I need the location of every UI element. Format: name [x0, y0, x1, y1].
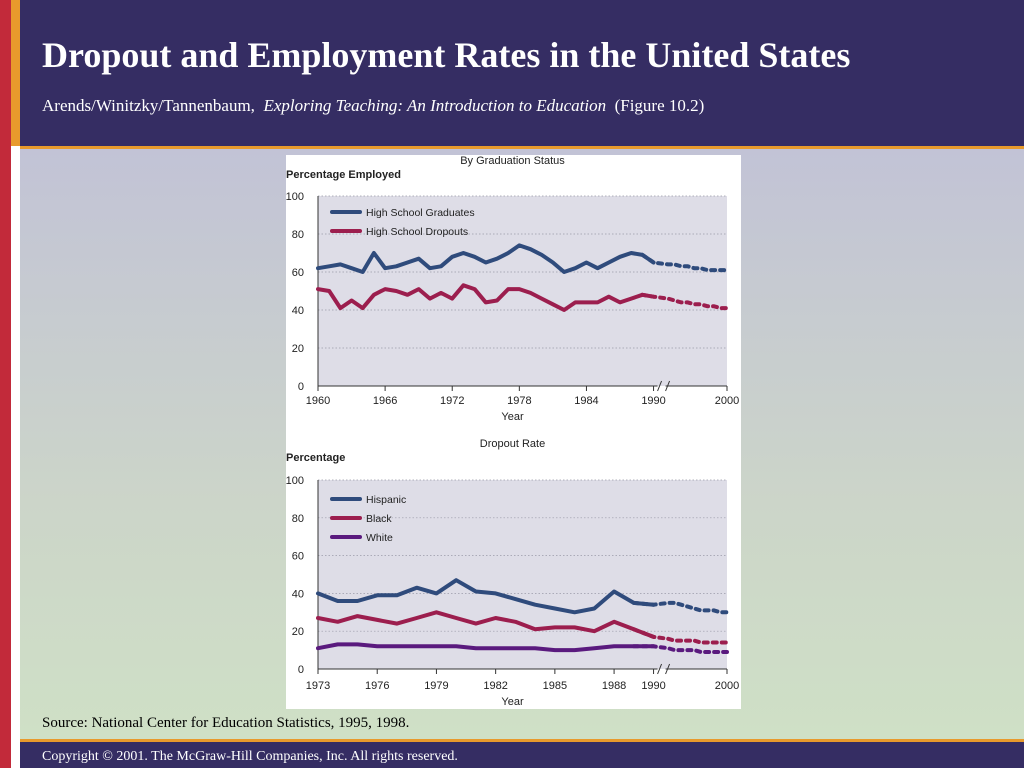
chart2-series-2-line: [316, 610, 656, 639]
chart2-series-3-projection: [631, 644, 729, 654]
chart2-legend-label-1: Hispanic: [366, 494, 406, 506]
chart1-y-tick-label: 100: [286, 191, 304, 203]
chart2-legend-label-2: Black: [366, 513, 392, 525]
chart2-y-tick-label: 20: [292, 626, 304, 638]
subtitle-book: Exploring Teaching: An Introduction to E…: [263, 96, 607, 115]
chart1-y-tick-label: 20: [292, 343, 304, 355]
chart1-y-tick-label: 0: [298, 381, 304, 393]
chart2-y-tick-label: 0: [298, 664, 304, 676]
chart1-y-tick-label: 80: [292, 229, 304, 241]
chart1-x-tick-label: 1972: [440, 395, 464, 407]
chart2-y-axis-label: Percentage: [286, 452, 345, 464]
chart2-axis-break: [657, 663, 671, 675]
chart2-x-tick-label: 1973: [306, 680, 330, 692]
chart1-title: By Graduation Status: [460, 155, 565, 167]
slide-subtitle: Arends/Winitzky/Tannenbaum, Exploring Te…: [42, 96, 704, 116]
chart2-x-tick-label: 1985: [543, 680, 567, 692]
subtitle-authors: Arends/Winitzky/Tannenbaum,: [42, 96, 255, 115]
header-divider: [20, 146, 1024, 149]
chart2-y-tick-label: 60: [292, 551, 304, 563]
chart2-x-tick-label: 1979: [424, 680, 448, 692]
chart1-x-tick-label: 2000: [715, 395, 739, 407]
chart1-x-tick-label: 1984: [574, 395, 598, 407]
copyright-text: Copyright © 2001. The McGraw-Hill Compan…: [42, 749, 458, 764]
chart1-x-tick-label: 1978: [507, 395, 531, 407]
chart2-y-tick-label: 100: [286, 475, 304, 487]
chart2-series-2-projection: [631, 627, 729, 645]
chart1-legend-label-1: High School Graduates: [366, 207, 475, 219]
slide-footer: Copyright © 2001. The McGraw-Hill Compan…: [20, 739, 1024, 768]
chart2-x-axis-label: Year: [501, 696, 524, 708]
chart1-legend-label-2: High School Dropouts: [366, 226, 468, 238]
chart1-series-1-projection: [640, 252, 729, 273]
chart2-title: Dropout Rate: [480, 438, 545, 450]
charts-svg: By Graduation Status Percentage Employed Y…: [286, 155, 740, 708]
chart2-x-tick-label: 1990: [641, 680, 665, 692]
chart1-y-axis-label: Percentage Employed: [286, 169, 401, 181]
chart2-x-tick-label: 1982: [483, 680, 507, 692]
chart2-x-tick-label: 1988: [602, 680, 626, 692]
chart2-y-tick-label: 40: [292, 588, 304, 600]
chart1-y-tick-label: 60: [292, 267, 304, 279]
chart2-series-1-line: [316, 578, 656, 615]
chart2-legend-label-3: White: [366, 532, 393, 544]
subtitle-figure: (Figure 10.2): [614, 96, 705, 115]
slide-title: Dropout and Employment Rates in the Unit…: [42, 35, 851, 75]
chart1-series-2-projection: [640, 292, 729, 311]
source-note: Source: National Center for Education St…: [42, 715, 410, 731]
chart2-x-tick-label: 1976: [365, 680, 389, 692]
chart2-x-tick-label: 2000: [715, 680, 739, 692]
chart1-x-tick-label: 1960: [306, 395, 330, 407]
chart1-x-axis-label: Year: [501, 411, 524, 423]
chart1-series-2-line: [316, 283, 656, 312]
left-accent-stripe-orange: [11, 0, 20, 146]
chart1-axis-break: [657, 380, 671, 392]
left-accent-stripe-red: [0, 0, 11, 768]
chart1-x-tick-label: 1966: [373, 395, 397, 407]
chart2-series-3-line: [316, 642, 656, 653]
chart1-y-tick-label: 40: [292, 305, 304, 317]
chart2-plot-area: [318, 480, 727, 669]
chart2-y-tick-label: 80: [292, 513, 304, 525]
chart-figure: By Graduation Status Percentage Employed Y…: [286, 155, 741, 709]
chart1-series-1-line: [316, 243, 656, 274]
slide-header: [20, 0, 1024, 146]
chart1-x-tick-label: 1990: [641, 395, 665, 407]
chart2-series-1-projection: [631, 600, 729, 615]
